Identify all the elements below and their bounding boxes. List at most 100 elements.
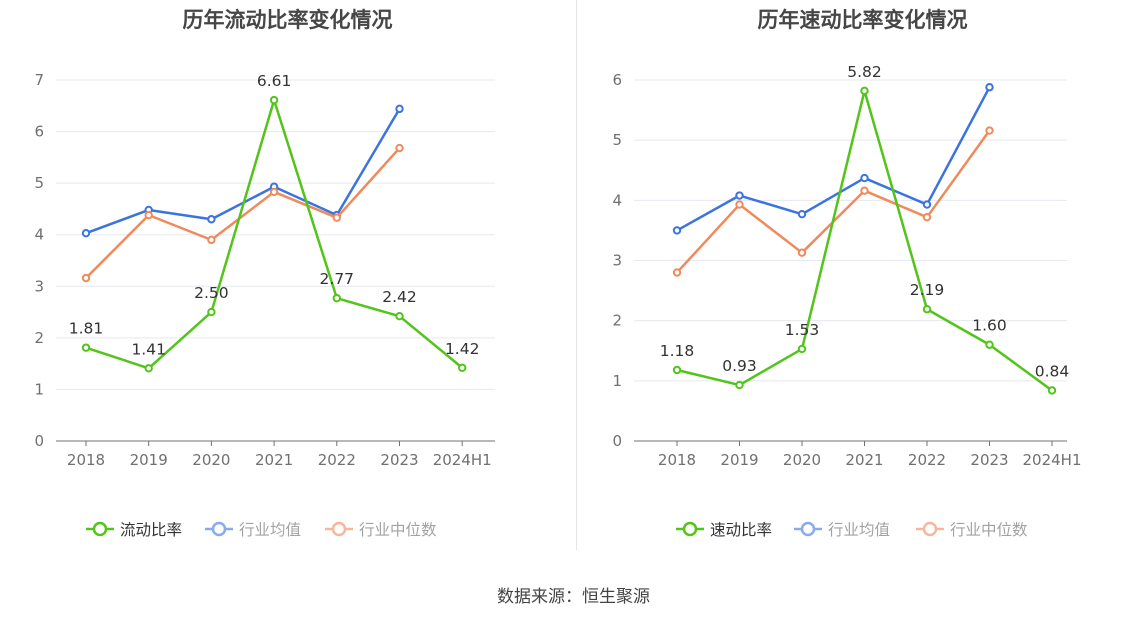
data-point <box>269 95 279 105</box>
y-tick-label: 0 <box>612 432 622 450</box>
y-tick-label: 7 <box>34 71 44 89</box>
series-1 <box>672 83 994 235</box>
legend: 流动比率 行业均值 行业中位数 <box>86 521 437 539</box>
legend-marker <box>211 521 227 537</box>
data-point <box>735 200 744 209</box>
legend-marker <box>682 521 698 537</box>
y-tick-label: 6 <box>612 71 622 89</box>
y-tick-label: 4 <box>34 226 44 244</box>
legend-label: 行业均值 <box>828 521 890 539</box>
y-tick-label: 1 <box>612 372 622 390</box>
data-point <box>144 364 153 373</box>
x-tick-label: 2018 <box>658 451 696 469</box>
chart-panel-current-ratio: 历年流动比率变化情况 0 1 2 3 4 5 6 7 2018 2019 2020 2021 2022 2… <box>0 0 575 560</box>
data-label: 1.81 <box>69 320 104 338</box>
panel-divider <box>576 0 577 550</box>
y-tick-label: 0 <box>34 432 44 450</box>
data-label: 1.18 <box>660 342 695 360</box>
data-label: 2.42 <box>382 288 417 306</box>
legend-label: 行业中位数 <box>359 521 437 539</box>
data-point <box>797 344 807 354</box>
series-line <box>676 89 1053 392</box>
series-0: 1.18 0.93 1.53 5.82 2.19 1.60 0.84 <box>660 63 1070 395</box>
data-point <box>458 363 467 372</box>
legend-item: 速动比率 <box>676 521 772 539</box>
data-point <box>797 248 807 257</box>
data-point <box>332 213 341 222</box>
legend-marker <box>331 521 347 537</box>
legend-item: 行业中位数 <box>916 521 1028 539</box>
data-label: 1.53 <box>785 321 820 339</box>
series-2 <box>672 126 994 277</box>
data-label: 0.93 <box>722 357 757 375</box>
data-point <box>269 187 279 197</box>
legend-marker <box>92 521 108 537</box>
data-point <box>672 268 682 277</box>
legend-item: 行业中位数 <box>325 521 437 539</box>
data-point <box>860 186 869 195</box>
data-point <box>922 305 932 314</box>
data-point <box>81 228 91 238</box>
series-0: 1.81 1.41 2.50 6.61 2.77 2.42 1.42 <box>69 72 479 373</box>
series-line <box>85 147 401 279</box>
legend-label: 速动比率 <box>710 521 772 539</box>
grid <box>634 79 1067 382</box>
data-point <box>207 307 216 317</box>
data-label: 1.60 <box>972 317 1007 335</box>
x-tick-label: 2021 <box>845 451 883 469</box>
x-tick-label: 2022 <box>908 451 946 469</box>
y-tick-label: 6 <box>34 123 44 141</box>
legend-item: 流动比率 <box>86 521 182 539</box>
y-tick-label: 2 <box>34 329 44 347</box>
y-tick-label: 5 <box>612 131 622 149</box>
data-label: 5.82 <box>847 63 882 81</box>
x-tick-label: 2020 <box>783 451 821 469</box>
data-point <box>672 365 682 375</box>
data-label: 6.61 <box>257 72 292 90</box>
data-point <box>985 340 994 349</box>
series-line <box>676 129 991 274</box>
data-point <box>144 210 153 220</box>
x-tick-label: 2024H1 <box>433 451 492 469</box>
data-point <box>860 173 869 183</box>
legend-label: 流动比率 <box>120 521 182 539</box>
series-line <box>676 86 991 232</box>
data-point <box>860 86 869 96</box>
current-ratio-chart: 0 1 2 3 4 5 6 7 2018 2019 2020 2021 2022 2023 2024H1 1.… <box>34 71 495 539</box>
y-tick-label: 1 <box>34 380 44 398</box>
data-point <box>797 209 807 219</box>
legend-label: 行业均值 <box>239 521 301 539</box>
data-label: 2.19 <box>910 281 945 299</box>
legend-label: 行业中位数 <box>950 521 1028 539</box>
data-point <box>985 83 994 92</box>
x-tick-label: 2023 <box>380 451 418 469</box>
legend-item: 行业均值 <box>205 521 301 539</box>
x-tick-label: 2020 <box>192 451 230 469</box>
data-label: 0.84 <box>1035 362 1070 380</box>
chart-title: 历年速动比率变化情况 <box>757 8 968 32</box>
grid <box>56 79 495 390</box>
quick-ratio-chart: 0 1 2 3 4 5 6 2018 2019 2020 2021 2022 2023 2024H1 1.1… <box>612 63 1082 539</box>
legend-marker <box>800 521 816 537</box>
data-point <box>922 212 932 222</box>
data-point <box>395 311 404 321</box>
legend: 速动比率 行业均值 行业中位数 <box>676 521 1028 539</box>
legend-item: 行业均值 <box>794 521 890 539</box>
series-2 <box>81 143 404 283</box>
data-point <box>985 126 994 135</box>
data-label: 2.50 <box>194 284 229 302</box>
y-tick-label: 3 <box>612 252 622 270</box>
data-point <box>332 293 341 303</box>
data-point <box>207 215 216 224</box>
x-tick-label: 2018 <box>67 451 105 469</box>
chart-title: 历年流动比率变化情况 <box>182 8 393 32</box>
x-tick-label: 2024H1 <box>1023 451 1082 469</box>
data-point <box>672 226 682 235</box>
data-point <box>207 235 216 245</box>
legend-marker <box>922 521 938 537</box>
data-point <box>81 273 91 283</box>
data-point <box>735 380 744 390</box>
y-tick-label: 3 <box>34 277 44 295</box>
chart-panel-quick-ratio: 历年速动比率变化情况 0 1 2 3 4 5 6 2018 2019 2020 2021 2022 20… <box>578 0 1147 560</box>
x-tick-label: 2023 <box>970 451 1008 469</box>
